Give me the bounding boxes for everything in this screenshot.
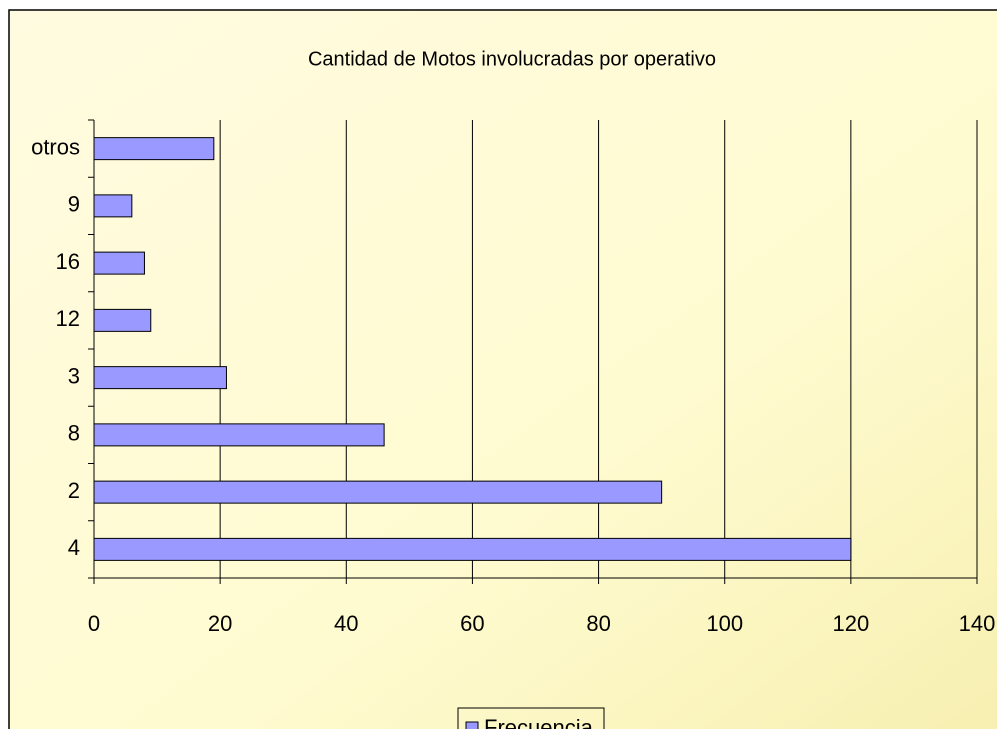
y-tick-label: 8 bbox=[68, 421, 80, 446]
x-tick-label: 140 bbox=[959, 611, 996, 636]
x-tick-label: 0 bbox=[88, 611, 100, 636]
bar bbox=[93, 251, 145, 275]
y-tick-label: 3 bbox=[68, 363, 80, 388]
x-tick-label: 80 bbox=[586, 611, 610, 636]
y-tick-label: 16 bbox=[56, 249, 80, 274]
bar bbox=[93, 537, 852, 561]
y-tick-label: 12 bbox=[56, 306, 80, 331]
bar bbox=[93, 194, 133, 218]
y-tick-label: 4 bbox=[68, 535, 80, 560]
x-tick-label: 100 bbox=[706, 611, 743, 636]
y-tick-label: 9 bbox=[68, 192, 80, 217]
y-tick-label: 2 bbox=[68, 478, 80, 503]
bar bbox=[93, 137, 215, 161]
legend-swatch bbox=[465, 721, 479, 729]
bar bbox=[93, 423, 385, 447]
x-tick-label: 20 bbox=[208, 611, 232, 636]
chart-title: Cantidad de Motos involucradas por opera… bbox=[308, 48, 716, 70]
bar bbox=[93, 308, 152, 332]
bar bbox=[93, 480, 663, 504]
y-tick-label: otros bbox=[31, 134, 80, 159]
bar bbox=[93, 366, 227, 390]
legend-box bbox=[457, 707, 605, 729]
legend-label: Frecuencia bbox=[484, 715, 594, 729]
x-tick-label: 120 bbox=[832, 611, 869, 636]
x-tick-label: 60 bbox=[460, 611, 484, 636]
x-tick-label: 40 bbox=[334, 611, 358, 636]
